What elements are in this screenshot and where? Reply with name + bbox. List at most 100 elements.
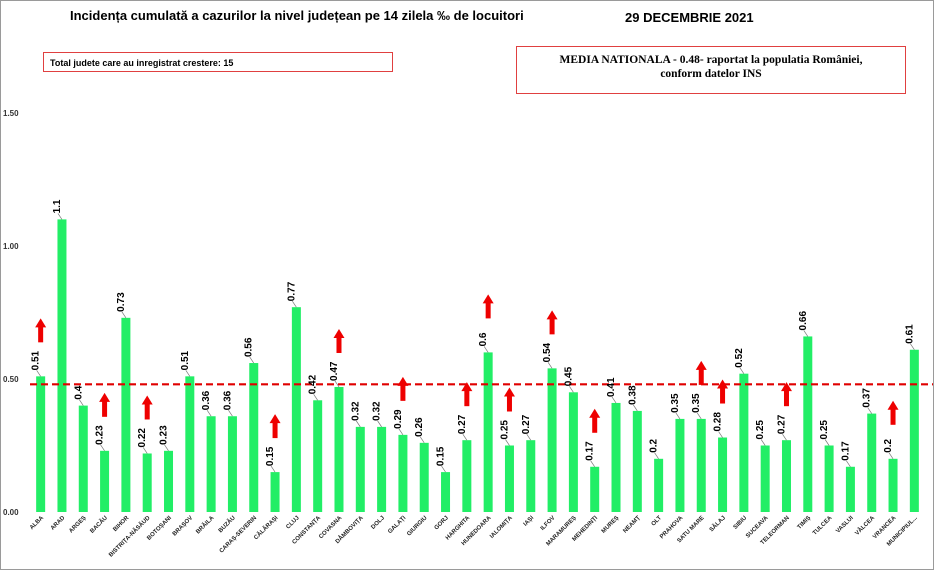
data-label: 0.42	[308, 374, 319, 394]
data-label-leader	[441, 465, 446, 473]
data-label: 0.25	[499, 420, 510, 440]
increase-arrow	[887, 400, 899, 425]
data-label-leader	[867, 407, 873, 414]
bar	[36, 376, 46, 512]
increase-arrow-head	[397, 376, 409, 386]
increase-arrow-shaft	[549, 318, 555, 335]
increase-arrow-shaft	[506, 395, 512, 412]
category-label: BUZĂU	[217, 514, 237, 534]
increase-arrow	[717, 379, 729, 404]
increase-arrow	[333, 328, 345, 353]
data-label: 0.45	[563, 366, 574, 386]
category-label: BRAȘOV	[172, 515, 194, 537]
data-label: 0.28	[713, 412, 724, 432]
data-label-leader	[696, 412, 702, 420]
data-label-leader	[483, 346, 489, 353]
data-label-leader	[547, 362, 553, 369]
category-label: CARAȘ-SEVERIN	[219, 515, 258, 554]
bar	[568, 392, 578, 512]
data-label-leader	[782, 433, 787, 441]
increase-arrow-shaft	[720, 387, 726, 404]
data-label-leader	[654, 452, 659, 459]
category-label: ALBA	[29, 515, 45, 531]
data-label: 0.61	[904, 324, 915, 344]
data-label-leader	[419, 436, 425, 444]
bar	[632, 410, 642, 512]
data-label-leader	[611, 396, 617, 404]
y-axis: 0.00 0.50 1.00 1.50	[3, 109, 19, 517]
category-label: BISTRIȚA-NĂSĂUD	[108, 514, 153, 559]
bar	[483, 352, 493, 512]
data-label: 0.17	[585, 441, 596, 461]
increase-arrow-head	[546, 310, 558, 320]
category-label: BIHOR	[112, 515, 130, 533]
data-label-leader	[270, 465, 276, 473]
data-label-leader	[377, 420, 382, 428]
increase-arrow	[461, 382, 473, 407]
data-label: 1.1	[52, 199, 63, 213]
increase-arrow-head	[35, 318, 47, 328]
bar	[377, 426, 387, 512]
data-label-leader	[910, 343, 915, 350]
bar	[696, 418, 706, 512]
increase-arrow	[482, 294, 494, 319]
data-label: 0.15	[265, 446, 276, 466]
data-label-leader	[718, 431, 723, 438]
increase-arrow-head	[589, 408, 601, 418]
chart-title: Incidența cumulată a cazurilor la nivel …	[70, 8, 524, 23]
bar	[462, 440, 472, 512]
data-label: 0.32	[372, 401, 383, 421]
bar	[739, 373, 749, 512]
increase-arrows	[35, 294, 899, 439]
data-labels: 0.51 1.1 0.4 0.23 0.73 0.22 0.23 0.51 0.36 0.36 0.…	[31, 199, 916, 466]
data-label-leader	[803, 330, 809, 337]
category-label: GIURGIU	[406, 515, 428, 537]
increase-arrow-head	[269, 414, 281, 424]
increase-count-text: Total judete care au inregistrat crester…	[50, 58, 234, 68]
increase-arrow-head	[99, 392, 111, 402]
bar	[909, 349, 919, 512]
leader-lines	[36, 213, 915, 473]
data-label: 0.37	[862, 388, 873, 408]
category-label: CLUJ	[285, 515, 300, 530]
y-tick-label: 1.00	[3, 242, 19, 251]
data-label-leader	[398, 428, 404, 436]
increase-arrow-head	[695, 360, 707, 370]
increase-arrow	[397, 376, 409, 401]
category-label: VÂLCEA	[854, 514, 877, 537]
bar	[355, 426, 365, 512]
bar	[867, 413, 877, 512]
category-label: IALOMIȚA	[489, 515, 514, 540]
data-label-leader	[739, 367, 745, 374]
increase-arrow-head	[503, 387, 515, 397]
increase-arrow	[99, 392, 111, 417]
bar	[100, 450, 110, 512]
data-label-leader	[249, 356, 255, 364]
increase-arrow-shaft	[400, 384, 406, 401]
increase-arrow	[589, 408, 601, 433]
increase-count-box: Total judete care au inregistrat crester…	[43, 52, 393, 72]
data-label: 0.51	[180, 350, 191, 370]
data-label-leader	[313, 394, 318, 401]
increase-arrow-shaft	[144, 403, 150, 420]
bar	[334, 386, 344, 512]
data-label: 0.73	[116, 292, 127, 312]
data-label-leader	[292, 300, 297, 308]
category-labels: ALBA ARAD ARGEȘ BACĂU BIHORBISTRIȚA-NĂSĂUDBO…	[29, 514, 919, 559]
data-label-leader	[526, 433, 532, 441]
increase-arrow-head	[780, 382, 792, 392]
increase-arrow-shaft	[38, 326, 44, 343]
increase-arrow-head	[482, 294, 494, 304]
data-label: 0.77	[286, 281, 297, 301]
data-label-leader	[142, 447, 148, 454]
bar	[504, 445, 514, 512]
category-label: DOLJ	[370, 515, 386, 531]
data-label: 0.54	[542, 342, 553, 362]
data-label: 0.2	[883, 438, 894, 452]
data-label-leader	[78, 399, 84, 406]
y-tick-label: 0.50	[3, 375, 19, 384]
bar	[398, 434, 408, 512]
bar	[78, 405, 88, 512]
category-label: SĂLAJ	[708, 514, 727, 533]
bar	[185, 376, 195, 512]
